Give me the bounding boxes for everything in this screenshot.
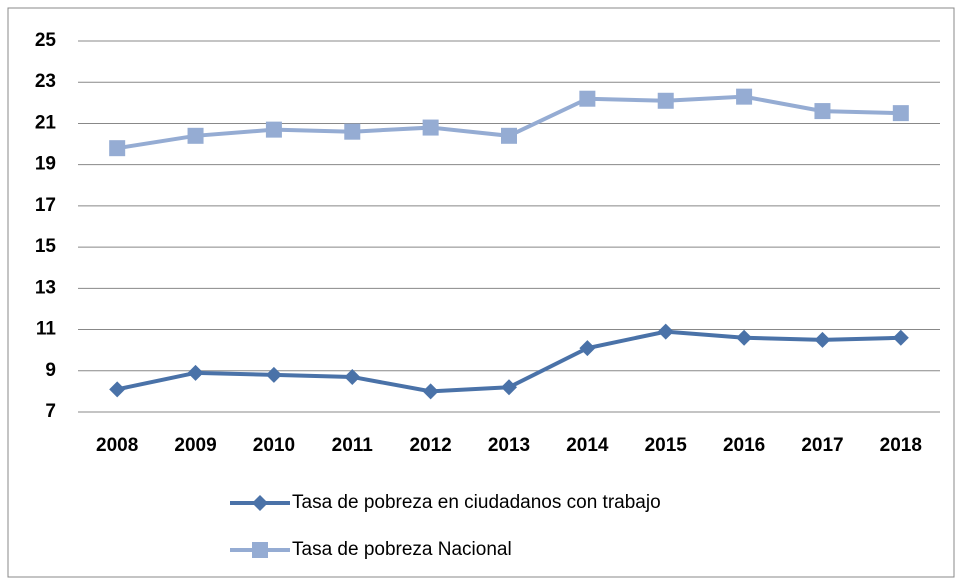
y-tick-label: 21 [35, 112, 57, 133]
diamond-marker [814, 331, 831, 348]
legend-marker [252, 542, 268, 558]
y-tick-label: 17 [35, 195, 56, 216]
chart-border [7, 7, 955, 578]
square-marker [187, 127, 204, 144]
y-tick-label: 15 [35, 236, 57, 257]
y-tick-label: 7 [45, 401, 56, 422]
y-tick-label: 13 [35, 277, 56, 298]
diamond-marker [892, 329, 909, 346]
x-tick-label: 2008 [96, 435, 138, 456]
legend-label: Tasa de pobreza en ciudadanos con trabaj… [292, 492, 661, 513]
legend-label: Tasa de pobreza Nacional [292, 539, 512, 560]
diamond-marker [736, 329, 753, 346]
x-tick-label: 2009 [174, 435, 216, 456]
y-tick-label: 25 [35, 30, 57, 51]
diamond-marker [657, 323, 674, 340]
square-marker [109, 140, 126, 157]
diamond-marker [501, 379, 517, 396]
square-marker [422, 119, 439, 136]
x-tick-label: 2017 [801, 435, 843, 456]
square-marker [265, 121, 282, 138]
legend-marker [252, 495, 268, 511]
x-tick-label: 2012 [409, 435, 451, 456]
x-tick-label: 2010 [253, 435, 295, 456]
x-tick-label: 2016 [723, 435, 765, 456]
diamond-marker [344, 368, 361, 385]
y-tick-label: 11 [36, 319, 57, 340]
diamond-marker [187, 364, 204, 381]
diamond-marker [109, 381, 126, 398]
x-tick-label: 2015 [645, 435, 688, 456]
diamond-marker [422, 383, 439, 400]
square-marker [892, 105, 909, 122]
x-tick-label: 2011 [332, 435, 374, 456]
y-tick-label: 9 [45, 360, 56, 381]
diamond-marker [265, 366, 282, 383]
x-tick-label: 2013 [488, 435, 530, 456]
square-marker [501, 127, 517, 144]
square-marker [736, 88, 753, 105]
x-tick-label: 2018 [880, 435, 922, 456]
square-marker [344, 123, 361, 140]
y-tick-label: 19 [35, 154, 56, 175]
diamond-marker [579, 340, 596, 357]
square-marker [579, 90, 596, 107]
square-marker [657, 92, 674, 109]
y-tick-label: 23 [35, 71, 56, 92]
square-marker [814, 103, 831, 120]
x-tick-label: 2014 [566, 435, 609, 456]
